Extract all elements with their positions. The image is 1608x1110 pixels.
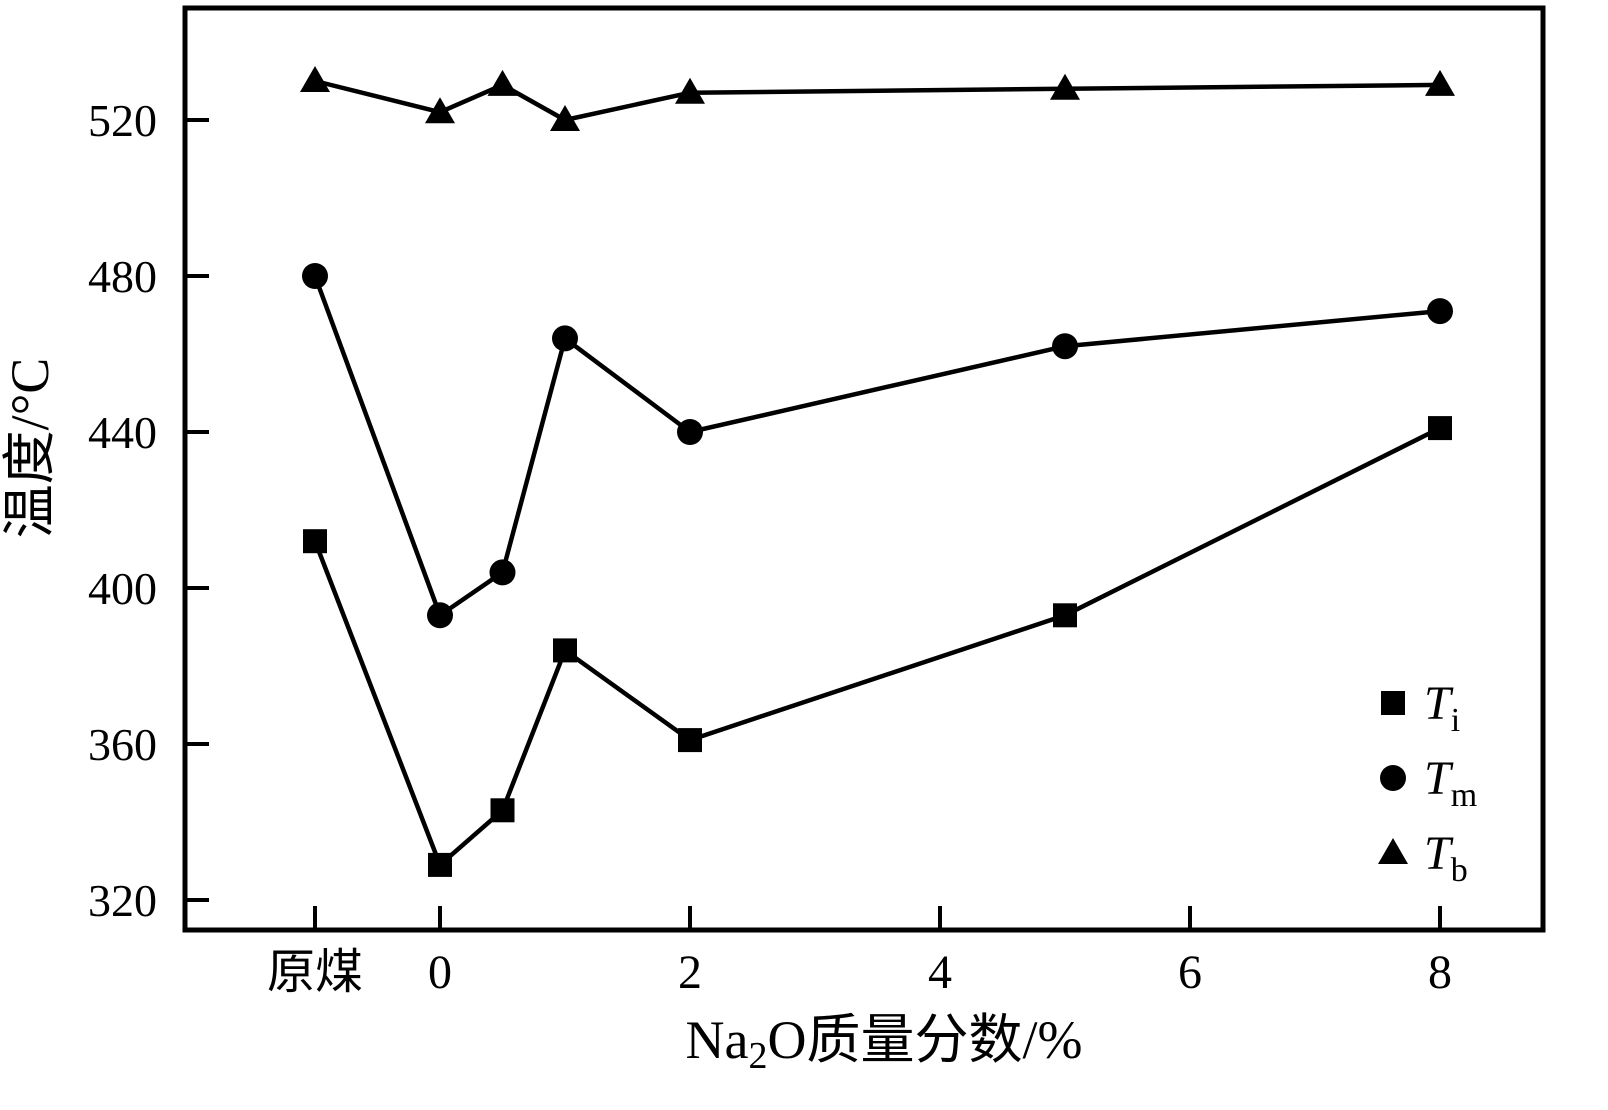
data-point-b xyxy=(300,66,330,92)
data-point-m xyxy=(302,263,328,289)
data-point-b xyxy=(425,97,455,124)
data-point-b xyxy=(550,105,580,131)
plot-frame xyxy=(182,5,1546,933)
y-tick-label: 480 xyxy=(88,251,157,302)
y-tick-label: 320 xyxy=(88,875,157,926)
legend-item-b: Tb xyxy=(1378,827,1468,889)
y-tick-label: 520 xyxy=(88,95,157,146)
legend-triangle-icon xyxy=(1378,838,1408,864)
series-Tm xyxy=(302,263,1453,629)
data-point-i xyxy=(678,728,702,753)
legend-item-m: Tm xyxy=(1380,752,1477,814)
series-line-b xyxy=(314,78,1441,123)
data-point-i xyxy=(490,798,515,823)
data-point-m xyxy=(1052,333,1078,360)
data-point-b xyxy=(675,77,705,104)
x-tick-label: 原煤 xyxy=(267,946,363,999)
y-axis-label: 温度/°C xyxy=(0,358,60,539)
x-tick-label: 4 xyxy=(928,946,952,999)
series-Ti xyxy=(303,416,1452,877)
x-axis-label: Na2O质量分数/% xyxy=(686,1010,1083,1077)
series-line-i xyxy=(312,426,1442,868)
legend-item-i: Ti xyxy=(1381,677,1460,739)
y-tick-label: 360 xyxy=(88,719,157,770)
data-point-i xyxy=(428,852,452,877)
data-point-m xyxy=(677,419,703,445)
x-tick-label: 0 xyxy=(428,946,452,999)
data-point-m xyxy=(427,602,453,629)
data-point-m xyxy=(552,325,578,352)
data-point-i xyxy=(303,529,327,554)
data-point-i xyxy=(1428,416,1452,441)
x-tick-label: 8 xyxy=(1428,946,1452,999)
data-point-i xyxy=(553,638,577,663)
legend-square-icon xyxy=(1381,691,1405,715)
y-tick-label: 400 xyxy=(88,563,157,614)
x-tick-label: 2 xyxy=(678,946,702,999)
data-point-m xyxy=(1427,298,1453,325)
series-line-m xyxy=(312,275,1441,618)
data-point-b xyxy=(1425,69,1455,96)
data-point-m xyxy=(489,559,516,586)
data-point-b xyxy=(1050,73,1080,100)
legend-label-b: Tb xyxy=(1424,827,1468,889)
data-point-b xyxy=(487,69,518,96)
legend-label-m: Tm xyxy=(1424,752,1477,814)
data-point-i xyxy=(1053,603,1077,628)
legend-label-i: Ti xyxy=(1424,677,1460,739)
y-tick-label: 440 xyxy=(88,407,157,458)
series-Tb xyxy=(300,66,1455,131)
x-tick-label: 6 xyxy=(1178,946,1202,999)
legend-circle-icon xyxy=(1380,765,1406,791)
